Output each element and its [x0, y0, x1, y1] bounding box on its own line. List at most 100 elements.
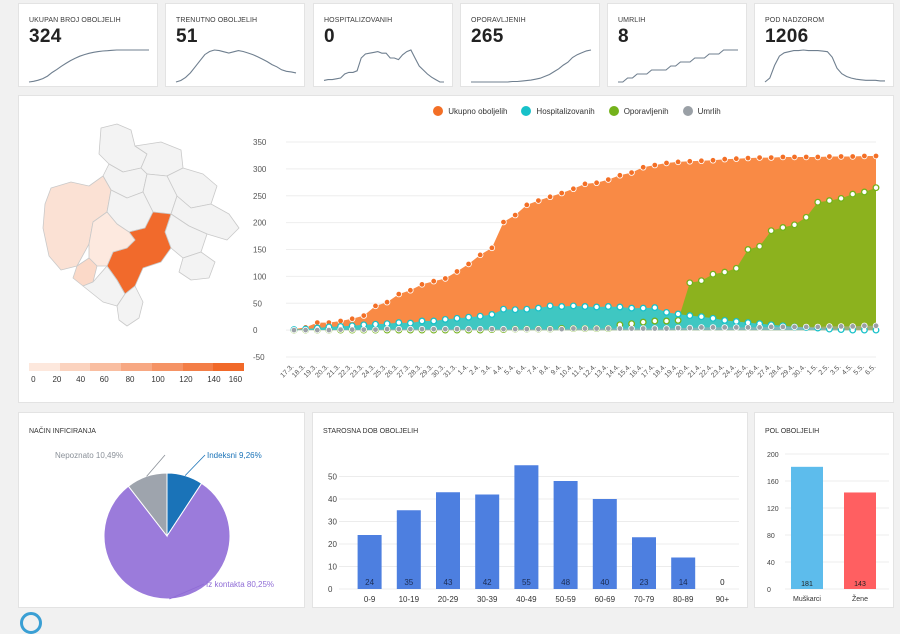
- map-region[interactable]: [178, 251, 216, 281]
- point[interactable]: [651, 325, 658, 332]
- point[interactable]: [383, 298, 391, 306]
- point[interactable]: [732, 264, 740, 272]
- point[interactable]: [674, 310, 682, 318]
- point[interactable]: [570, 325, 577, 332]
- point[interactable]: [465, 325, 472, 333]
- point[interactable]: [512, 325, 519, 333]
- point[interactable]: [383, 320, 391, 328]
- point[interactable]: [604, 303, 612, 310]
- point[interactable]: [523, 201, 530, 209]
- point[interactable]: [512, 211, 519, 219]
- point[interactable]: [535, 197, 542, 204]
- point[interactable]: [744, 324, 752, 331]
- age-bar[interactable]: [592, 499, 617, 589]
- point[interactable]: [418, 281, 426, 288]
- age-bar[interactable]: [514, 465, 539, 589]
- point[interactable]: [558, 303, 566, 310]
- point[interactable]: [744, 154, 752, 162]
- point[interactable]: [733, 155, 740, 162]
- point[interactable]: [697, 313, 705, 321]
- point[interactable]: [441, 315, 449, 323]
- point[interactable]: [767, 227, 775, 235]
- point[interactable]: [500, 325, 507, 333]
- point[interactable]: [407, 287, 414, 294]
- point[interactable]: [593, 179, 600, 186]
- legend-item-deaths[interactable]: Umrlih: [682, 106, 721, 116]
- point[interactable]: [337, 326, 344, 333]
- point[interactable]: [406, 319, 414, 327]
- point[interactable]: [872, 184, 880, 192]
- point[interactable]: [872, 322, 880, 329]
- kpi-recovered-card[interactable]: OPORAVLJENIH 265: [460, 3, 600, 87]
- point[interactable]: [581, 325, 589, 332]
- point[interactable]: [593, 325, 600, 332]
- gender-chart[interactable]: 0 40 80 120 160 200 181 Muškarci 143 Žene: [755, 429, 895, 609]
- point[interactable]: [372, 320, 379, 328]
- point[interactable]: [628, 325, 635, 332]
- point[interactable]: [686, 324, 693, 332]
- point[interactable]: [581, 303, 589, 310]
- age-bar[interactable]: [671, 557, 696, 590]
- gender-bar[interactable]: [844, 492, 876, 589]
- point[interactable]: [686, 279, 694, 287]
- age-bar[interactable]: [357, 535, 382, 589]
- point[interactable]: [500, 305, 507, 313]
- point[interactable]: [837, 323, 845, 330]
- point[interactable]: [639, 304, 647, 312]
- point[interactable]: [488, 325, 496, 333]
- point[interactable]: [581, 180, 589, 188]
- point[interactable]: [802, 213, 810, 221]
- point[interactable]: [779, 153, 787, 161]
- point[interactable]: [721, 268, 729, 276]
- point[interactable]: [640, 164, 647, 171]
- point[interactable]: [872, 152, 880, 160]
- point[interactable]: [826, 153, 833, 160]
- point[interactable]: [837, 194, 845, 202]
- age-chart[interactable]: 0 10 20 30 40 50 24 0-9 35 10-19 43 20-29 42 30-39 55 4…: [313, 429, 749, 609]
- point[interactable]: [605, 176, 612, 183]
- point[interactable]: [779, 323, 787, 331]
- point[interactable]: [791, 221, 798, 229]
- point[interactable]: [476, 312, 484, 320]
- point[interactable]: [418, 317, 426, 325]
- point[interactable]: [639, 318, 647, 326]
- point[interactable]: [686, 158, 693, 165]
- point[interactable]: [442, 275, 449, 282]
- point[interactable]: [453, 325, 461, 333]
- point[interactable]: [616, 172, 624, 179]
- point[interactable]: [837, 153, 845, 160]
- point[interactable]: [756, 324, 763, 331]
- point[interactable]: [756, 154, 763, 161]
- point[interactable]: [791, 323, 798, 331]
- timeline-chart[interactable]: 350300250200150100500-5017.3.18.3.19.3.2…: [251, 112, 887, 402]
- pie-chart[interactable]: Indeksni 9,26% Iz kontakta 80,25% Nepoznat…: [19, 429, 306, 609]
- point[interactable]: [534, 304, 542, 312]
- point[interactable]: [302, 326, 309, 334]
- point[interactable]: [663, 159, 670, 167]
- kpi-current-card[interactable]: TRENUTNO OBOLJELIH 51: [165, 3, 305, 87]
- point[interactable]: [500, 218, 507, 226]
- gender-bar[interactable]: [791, 466, 823, 589]
- point[interactable]: [663, 308, 670, 316]
- point[interactable]: [861, 322, 868, 329]
- point[interactable]: [430, 325, 437, 333]
- point[interactable]: [523, 305, 531, 313]
- point[interactable]: [465, 313, 473, 321]
- legend-item-total[interactable]: Ukupno oboljelih: [433, 106, 507, 116]
- point[interactable]: [616, 303, 624, 311]
- point[interactable]: [651, 304, 659, 312]
- point[interactable]: [290, 326, 298, 334]
- point[interactable]: [825, 197, 833, 205]
- point[interactable]: [686, 312, 694, 320]
- point[interactable]: [779, 224, 787, 231]
- point[interactable]: [569, 302, 577, 310]
- point[interactable]: [360, 312, 367, 319]
- point[interactable]: [674, 316, 682, 324]
- point[interactable]: [849, 190, 857, 198]
- point[interactable]: [721, 316, 729, 324]
- point[interactable]: [803, 323, 810, 331]
- point[interactable]: [523, 325, 530, 333]
- point[interactable]: [628, 169, 635, 176]
- point[interactable]: [721, 324, 728, 331]
- point[interactable]: [616, 325, 624, 332]
